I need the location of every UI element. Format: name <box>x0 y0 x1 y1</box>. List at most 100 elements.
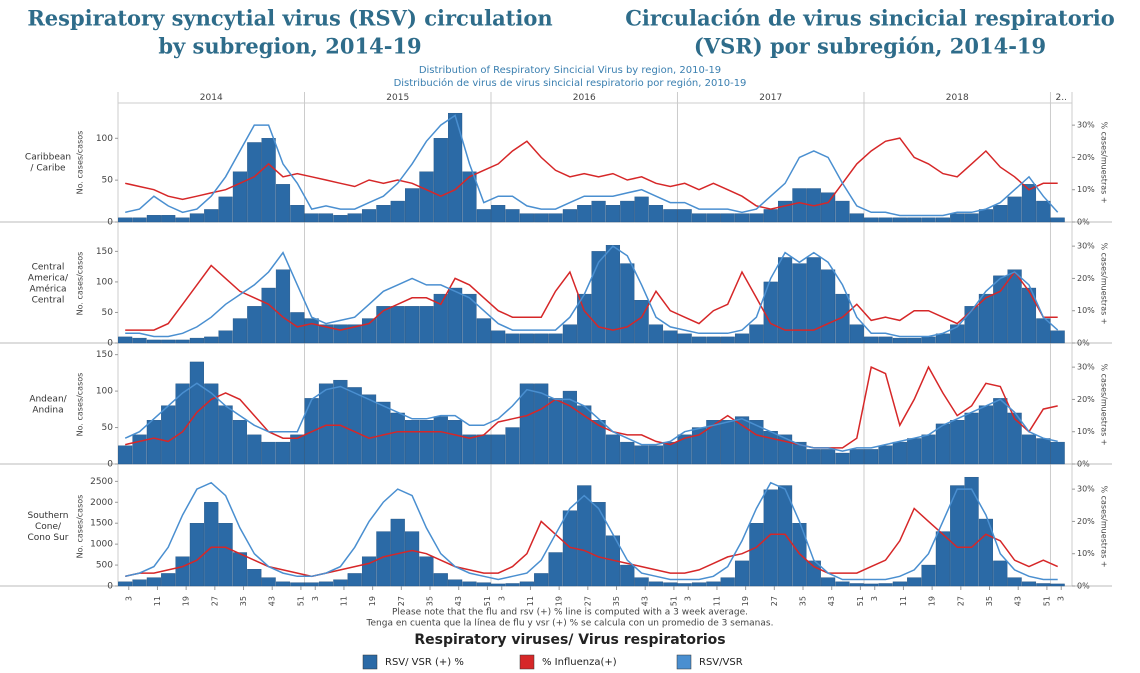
bar <box>562 390 577 465</box>
x-tick-label: 35 <box>985 596 994 606</box>
bar <box>204 336 219 344</box>
bar <box>634 196 649 223</box>
bar <box>419 306 434 344</box>
x-tick-label: 51 <box>483 596 492 606</box>
y-tick-label: 0 <box>107 582 113 592</box>
legend-swatch <box>519 654 535 670</box>
bar <box>247 569 262 587</box>
bar <box>1021 581 1037 587</box>
panel-name: Andean/ <box>29 395 67 405</box>
bar <box>691 213 707 223</box>
y-tick-label: 1000 <box>90 540 113 550</box>
bar <box>132 337 147 344</box>
bar <box>892 581 907 587</box>
y-tick-label: 100 <box>96 387 113 397</box>
bar <box>448 579 463 587</box>
bar <box>318 324 334 344</box>
bar <box>419 171 434 223</box>
year-label: 2016 <box>573 93 596 103</box>
y-axis-label: No. cases/casos <box>76 252 85 316</box>
bar <box>663 582 678 587</box>
y-tick-label: 500 <box>96 561 113 571</box>
bar <box>519 213 534 223</box>
bar <box>405 306 420 344</box>
bar <box>218 330 233 344</box>
bar <box>405 420 420 465</box>
x-tick-label: 3 <box>870 596 879 601</box>
bar <box>907 337 922 344</box>
y-tick-label: 50 <box>102 176 114 186</box>
bar <box>734 213 750 223</box>
title-en-2: by subregion, 2014-19 <box>158 34 421 59</box>
bar <box>720 213 735 223</box>
bar <box>548 552 563 587</box>
bar <box>232 171 248 223</box>
x-tick-label: 35 <box>612 596 621 606</box>
bar <box>333 379 348 465</box>
bar <box>505 333 520 344</box>
x-tick-label: 43 <box>1014 596 1023 606</box>
x-tick-label: 3 <box>684 596 693 601</box>
bar <box>1007 412 1022 465</box>
x-tick-label: 43 <box>641 596 650 606</box>
bar <box>232 318 248 344</box>
x-tick-label: 11 <box>526 596 535 606</box>
bar <box>921 217 936 223</box>
legend-title: Respiratory viruses/ Virus respiratorios <box>414 632 725 648</box>
x-tick-label: 27 <box>583 596 592 606</box>
bar <box>935 423 950 465</box>
bar <box>907 577 922 587</box>
title-es-1: Circulación de virus sincicial respirato… <box>625 6 1115 31</box>
bar <box>161 215 176 223</box>
series-line <box>125 114 1059 217</box>
bar <box>361 394 377 465</box>
bar <box>448 287 463 344</box>
bar <box>204 502 219 587</box>
y-tick-label: 1500 <box>90 519 113 529</box>
bar <box>892 217 907 223</box>
x-tick-label: 19 <box>928 596 937 606</box>
bar <box>778 434 793 465</box>
bar <box>677 583 692 587</box>
bar <box>419 556 434 587</box>
x-tick-label: 11 <box>712 596 721 606</box>
bar <box>1036 438 1051 465</box>
y2-tick-label: 10% <box>1077 185 1095 194</box>
bar <box>591 420 606 465</box>
bar <box>390 200 405 223</box>
bar <box>935 217 950 223</box>
bar <box>290 434 305 465</box>
bar <box>734 560 750 587</box>
bar <box>433 138 448 223</box>
bar <box>118 217 133 223</box>
y-tick-label: 2500 <box>90 477 113 487</box>
bar <box>1050 330 1065 344</box>
bar <box>864 583 879 587</box>
panel-name: / Caribe <box>30 164 66 174</box>
note-en: Please note that the flu and rsv (+) % l… <box>392 608 748 618</box>
y2-tick-label: 20% <box>1077 517 1095 526</box>
bar <box>505 209 520 223</box>
bar <box>849 583 864 587</box>
year-label: 2.. <box>1056 93 1067 103</box>
bar <box>706 213 721 223</box>
bar <box>806 257 821 344</box>
bar <box>806 449 821 465</box>
bar <box>175 217 190 223</box>
bar <box>821 577 836 587</box>
bar <box>247 142 262 223</box>
bar <box>333 324 348 344</box>
x-tick-label: 11 <box>153 596 162 606</box>
y-tick-label: 0 <box>107 339 113 349</box>
series-line <box>125 507 1059 578</box>
x-tick-label: 51 <box>1042 596 1051 606</box>
x-tick-label: 27 <box>210 596 219 606</box>
bar <box>763 209 778 223</box>
bar <box>892 441 907 465</box>
bar <box>304 213 319 223</box>
bar <box>1021 287 1037 344</box>
bar <box>347 324 362 344</box>
y2-axis-label: % cases/muestras + <box>1100 363 1109 445</box>
bar <box>706 581 721 587</box>
bar <box>491 583 506 587</box>
